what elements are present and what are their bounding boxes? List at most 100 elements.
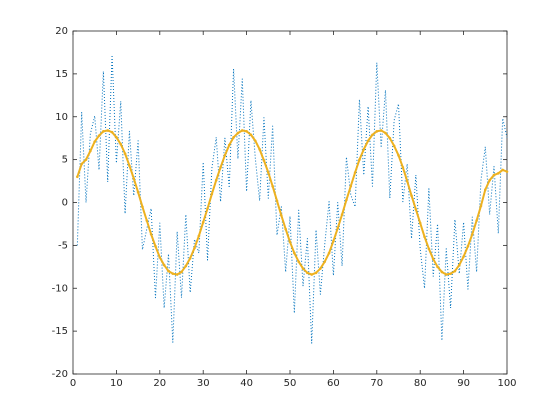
series-marker bbox=[240, 129, 244, 132]
series-marker bbox=[366, 139, 370, 143]
series-marker bbox=[206, 207, 209, 210]
series-marker bbox=[280, 214, 283, 217]
series-marker bbox=[253, 139, 257, 143]
series-marker bbox=[149, 232, 153, 236]
series-marker bbox=[76, 175, 79, 179]
series-marker bbox=[475, 219, 478, 222]
series-marker bbox=[492, 173, 496, 177]
series-marker bbox=[449, 272, 452, 275]
series-marker bbox=[462, 255, 465, 258]
series-marker bbox=[97, 134, 101, 137]
x-tick-label: 10 bbox=[110, 378, 123, 389]
series-marker bbox=[375, 130, 379, 133]
series-marker bbox=[423, 235, 426, 239]
y-tick-label: 15 bbox=[55, 69, 68, 80]
y-tick-label: 5 bbox=[62, 155, 68, 166]
series-marker bbox=[505, 170, 509, 173]
series-marker bbox=[470, 232, 474, 236]
series-marker bbox=[210, 192, 214, 196]
series-marker bbox=[362, 148, 366, 151]
series-marker bbox=[288, 240, 292, 244]
series-marker bbox=[371, 133, 374, 137]
series-marker bbox=[84, 158, 88, 161]
y-tick-label: -10 bbox=[52, 283, 68, 294]
series-line bbox=[76, 129, 508, 276]
series-marker bbox=[89, 149, 92, 153]
series-marker bbox=[184, 264, 188, 268]
series-marker bbox=[236, 131, 240, 135]
x-tick-label: 40 bbox=[240, 378, 253, 389]
series-marker bbox=[444, 273, 448, 276]
series-marker bbox=[349, 184, 353, 188]
series-marker bbox=[132, 177, 136, 180]
series-marker bbox=[106, 129, 110, 132]
y-tick-label: -15 bbox=[52, 326, 68, 337]
x-tick-label: 80 bbox=[414, 378, 427, 389]
series-marker bbox=[405, 179, 409, 183]
series-marker bbox=[401, 166, 405, 169]
series-marker bbox=[384, 131, 387, 135]
series-marker bbox=[388, 136, 392, 140]
y-tick-label: -20 bbox=[52, 369, 68, 380]
plot-box bbox=[72, 30, 508, 375]
series-marker bbox=[271, 184, 274, 188]
series-marker bbox=[310, 273, 314, 276]
series-marker bbox=[188, 256, 192, 260]
x-tick-label: 60 bbox=[327, 378, 340, 389]
series-marker bbox=[115, 136, 118, 139]
series-marker bbox=[245, 130, 248, 133]
series-marker bbox=[93, 140, 96, 143]
series-marker bbox=[201, 220, 205, 224]
series-marker bbox=[379, 129, 383, 132]
series-marker bbox=[258, 148, 261, 151]
series-marker bbox=[154, 244, 157, 248]
series-marker bbox=[332, 239, 335, 243]
series-marker bbox=[427, 247, 431, 251]
series-marker bbox=[193, 246, 196, 250]
series-marker bbox=[353, 171, 357, 174]
series-marker bbox=[249, 133, 253, 137]
series-marker bbox=[306, 271, 309, 275]
x-tick-label: 20 bbox=[153, 378, 166, 389]
series-marker bbox=[119, 142, 123, 146]
series-marker bbox=[223, 154, 227, 157]
series-marker bbox=[358, 158, 361, 161]
series-marker bbox=[297, 260, 300, 263]
series-marker bbox=[336, 226, 340, 230]
series-marker bbox=[301, 267, 305, 270]
series-marker bbox=[501, 168, 504, 172]
series-marker bbox=[136, 190, 140, 194]
series-marker bbox=[128, 164, 131, 167]
series-marker bbox=[197, 234, 201, 238]
x-tick-label: 30 bbox=[197, 378, 210, 389]
series-marker bbox=[392, 144, 396, 148]
series-marker bbox=[466, 244, 470, 248]
series-marker bbox=[453, 269, 457, 273]
y-tick-label: 20 bbox=[55, 26, 68, 37]
series-marker bbox=[110, 130, 114, 134]
series-marker bbox=[323, 260, 327, 263]
series-marker bbox=[484, 188, 487, 191]
x-tick-label: 50 bbox=[284, 378, 297, 389]
series-marker bbox=[275, 199, 279, 203]
series-marker bbox=[327, 251, 331, 255]
x-tick-label: 0 bbox=[70, 378, 76, 389]
y-tick-label: 0 bbox=[62, 198, 68, 209]
series-marker bbox=[175, 273, 179, 276]
series-marker bbox=[141, 205, 144, 209]
series-marker bbox=[457, 263, 461, 267]
x-tick-label: 100 bbox=[497, 378, 516, 389]
series-marker bbox=[262, 159, 266, 162]
series-marker bbox=[314, 271, 318, 275]
series-marker bbox=[214, 178, 218, 182]
series-marker bbox=[436, 265, 439, 269]
y-tick-label: -5 bbox=[58, 240, 68, 251]
series-marker bbox=[102, 130, 105, 133]
series-marker bbox=[397, 154, 400, 157]
series-marker bbox=[479, 204, 483, 208]
series-marker bbox=[167, 269, 170, 273]
series-marker bbox=[80, 162, 83, 166]
series-marker bbox=[488, 178, 491, 182]
